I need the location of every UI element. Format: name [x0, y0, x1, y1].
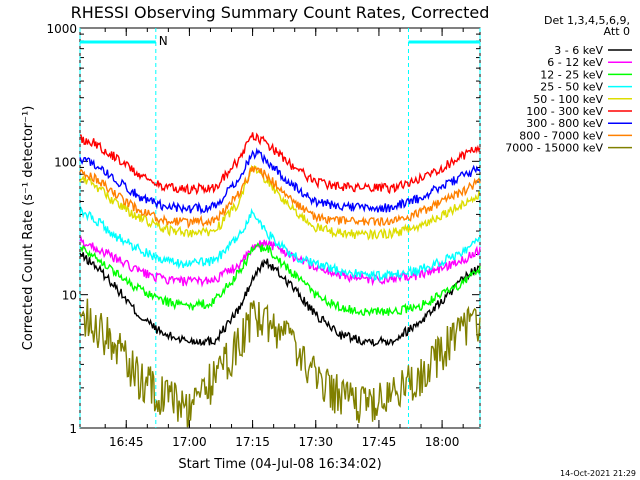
- series-line: [79, 242, 481, 317]
- legend-entry-label: 300 - 800 keV: [526, 117, 603, 130]
- legend-entry-label: 50 - 100 keV: [533, 93, 603, 106]
- series-line: [79, 164, 481, 241]
- x-tick-label: 18:00: [425, 435, 460, 449]
- y-tick-label: 10: [62, 289, 77, 303]
- timestamp: 14-Oct-2021 21:29: [560, 469, 636, 478]
- x-tick-label: 17:30: [298, 435, 333, 449]
- y-tick-label: 1000: [46, 22, 77, 36]
- series-line: [79, 205, 481, 283]
- series-line: [79, 166, 481, 229]
- y-tick-label: 100: [54, 155, 77, 169]
- legend-entry-label: 12 - 25 keV: [540, 68, 603, 81]
- legend-entry-label: 7000 - 15000 keV: [505, 142, 603, 155]
- series-line: [79, 298, 481, 428]
- plot-area: 1 10 100 1000 16:45 17:00 17:15 17:30 17:45 18:00…: [46, 22, 481, 449]
- legend-entry-label: 25 - 50 keV: [540, 81, 603, 94]
- y-axis-label: Corrected Count Rate (s⁻¹ detector⁻¹): [21, 106, 36, 351]
- legend-entry-label: 100 - 300 keV: [526, 105, 603, 118]
- series-line: [79, 147, 481, 215]
- legend-header: Att 0: [604, 25, 630, 38]
- plot-frame: [79, 27, 481, 429]
- legend-entry-label: 800 - 7000 keV: [519, 129, 603, 142]
- x-tick-label: 17:45: [362, 435, 397, 449]
- legend-header: Det 1,3,4,5,6,9,: [544, 14, 630, 27]
- series-line: [79, 132, 481, 196]
- y-tick-label: 1: [69, 422, 77, 436]
- legend-entry-label: 3 - 6 keV: [554, 44, 603, 57]
- series-line: [79, 252, 481, 347]
- x-tick-label: 16:45: [109, 435, 144, 449]
- x-axis-label: Start Time (04-Jul-08 16:34:02): [178, 457, 381, 472]
- x-tick-label: 17:15: [235, 435, 270, 449]
- x-tick-label: 17:00: [172, 435, 207, 449]
- night-flag-label: N: [159, 34, 168, 48]
- chart-title: RHESSI Observing Summary Count Rates, Co…: [71, 3, 490, 22]
- legend-entry-label: 6 - 12 keV: [547, 56, 603, 69]
